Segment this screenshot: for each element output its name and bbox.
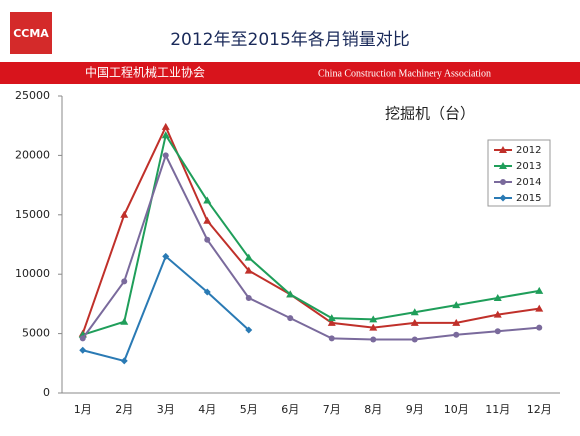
point bbox=[161, 122, 170, 130]
x-tick-label: 10月 bbox=[444, 403, 469, 416]
point bbox=[161, 131, 170, 139]
point bbox=[370, 336, 377, 343]
x-tick-label: 6月 bbox=[281, 403, 299, 416]
point bbox=[162, 252, 170, 260]
point bbox=[79, 335, 86, 342]
x-tick-label: 7月 bbox=[323, 403, 341, 416]
point bbox=[162, 152, 169, 159]
x-tick-label: 2月 bbox=[115, 403, 133, 416]
y-tick-label: 5000 bbox=[22, 327, 50, 340]
legend-marker bbox=[499, 162, 507, 169]
point bbox=[244, 266, 253, 274]
x-tick-label: 11月 bbox=[485, 403, 510, 416]
point bbox=[327, 314, 336, 322]
org-en: China Construction Machinery Association bbox=[318, 68, 491, 79]
series-line bbox=[81, 124, 540, 334]
point bbox=[121, 278, 128, 285]
point bbox=[493, 310, 502, 318]
point bbox=[286, 290, 295, 298]
x-tick-label: 3月 bbox=[157, 403, 175, 416]
annotation: 挖掘机（台） bbox=[385, 105, 475, 123]
x-tick-label: 9月 bbox=[406, 403, 424, 416]
point bbox=[244, 253, 253, 261]
y-tick-label: 20000 bbox=[15, 148, 50, 161]
legend-label: 2014 bbox=[516, 177, 541, 188]
point bbox=[328, 335, 335, 342]
legend-marker bbox=[499, 194, 507, 202]
series-line bbox=[82, 254, 250, 363]
point bbox=[369, 323, 378, 331]
point bbox=[327, 318, 336, 326]
legend-marker bbox=[500, 179, 506, 185]
x-tick-label: 12月 bbox=[527, 403, 552, 416]
legend-label: 2013 bbox=[516, 161, 541, 172]
legend-label: 2012 bbox=[516, 145, 541, 156]
point bbox=[120, 210, 129, 218]
series-line bbox=[82, 132, 540, 336]
point bbox=[203, 196, 212, 204]
header-band bbox=[0, 62, 580, 84]
point bbox=[204, 236, 211, 243]
point bbox=[535, 304, 544, 312]
point bbox=[245, 326, 253, 334]
point bbox=[245, 294, 252, 301]
slide-title: 2012年至2015年各月销量对比 bbox=[170, 30, 410, 50]
y-tick-label: 15000 bbox=[15, 208, 50, 221]
x-tick-label: 8月 bbox=[364, 403, 382, 416]
point bbox=[494, 328, 501, 335]
point bbox=[120, 317, 129, 325]
y-tick-label: 10000 bbox=[15, 267, 50, 280]
y-tick-label: 0 bbox=[43, 386, 50, 399]
org-cn: 中国工程机械工业协会 bbox=[85, 65, 205, 80]
logo-text: CCMA bbox=[13, 27, 49, 40]
point bbox=[410, 308, 419, 316]
point bbox=[535, 286, 544, 294]
logo-box bbox=[10, 12, 52, 54]
x-tick-label: 5月 bbox=[240, 403, 258, 416]
point bbox=[493, 293, 502, 301]
point bbox=[411, 336, 418, 343]
legend-label: 2015 bbox=[516, 193, 541, 204]
point bbox=[453, 331, 460, 338]
point bbox=[287, 315, 294, 322]
point bbox=[536, 324, 543, 331]
x-tick-label: 1月 bbox=[74, 403, 92, 416]
y-tick-label: 25000 bbox=[15, 89, 50, 102]
point bbox=[203, 216, 212, 224]
point bbox=[452, 318, 461, 326]
point bbox=[369, 315, 378, 323]
x-tick-label: 4月 bbox=[198, 403, 216, 416]
point bbox=[410, 318, 419, 326]
point bbox=[203, 288, 211, 296]
legend-marker bbox=[499, 146, 507, 153]
point bbox=[79, 346, 87, 354]
point bbox=[120, 357, 128, 365]
series-line bbox=[81, 152, 540, 341]
point bbox=[452, 301, 461, 309]
